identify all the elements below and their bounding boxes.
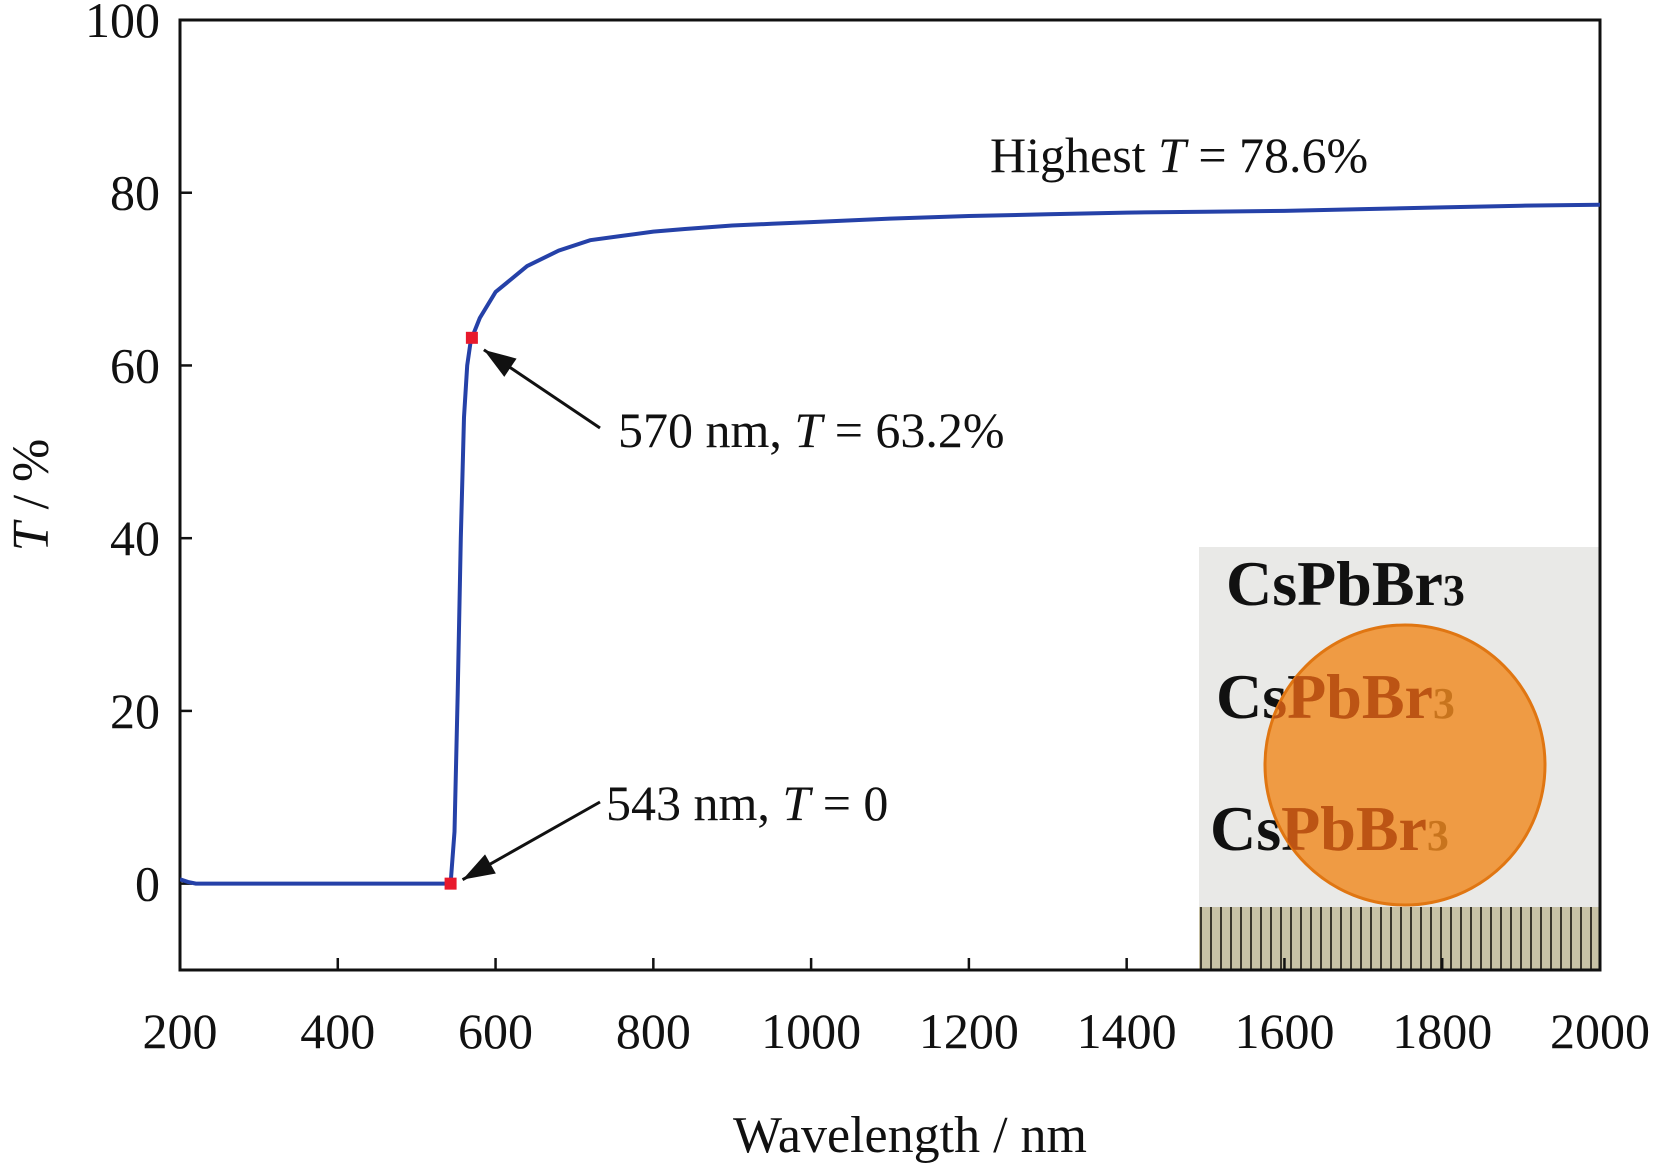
x-axis: 200 400 600 800 1000 1200 1400 1600 1800 2000 <box>143 958 1650 1059</box>
inset-label-1: CsPbBr3 <box>1226 548 1465 619</box>
marker-point-1 <box>465 331 478 344</box>
ruler-strip <box>1199 907 1600 969</box>
x-tick-label-800: 800 <box>616 1003 691 1059</box>
x-tick-label-2000: 2000 <box>1550 1003 1650 1059</box>
x-tick-label-1000: 1000 <box>761 1003 861 1059</box>
arrow-543nm-head <box>462 854 496 880</box>
inset-photo: CsPbBr3 CsPbBr3 CsPbBr3 CsPbBr CsPbBr <box>1199 547 1600 969</box>
annotation-highest-t: Highest T = 78.6% <box>990 127 1368 183</box>
x-tick-label-1400: 1400 <box>1077 1003 1177 1059</box>
arrow-570nm-head <box>483 349 517 377</box>
y-axis-title: T / % <box>3 439 60 552</box>
y-tick-label-40: 40 <box>110 510 160 566</box>
annotation-543nm: 543 nm, T = 0 <box>606 775 888 831</box>
annotation-570nm: 570 nm, T = 63.2% <box>618 402 1005 458</box>
y-tick-label-80: 80 <box>110 165 160 221</box>
y-tick-label-20: 20 <box>110 683 160 739</box>
x-tick-label-200: 200 <box>143 1003 218 1059</box>
x-tick-label-600: 600 <box>458 1003 533 1059</box>
annotation-arrows <box>461 348 601 881</box>
x-tick-label-1600: 1600 <box>1234 1003 1334 1059</box>
x-axis-title: Wavelength / nm <box>733 1107 1087 1164</box>
x-tick-label-1800: 1800 <box>1392 1003 1492 1059</box>
x-tick-label-400: 400 <box>300 1003 375 1059</box>
y-tick-label-60: 60 <box>110 337 160 393</box>
marker-point-0 <box>444 877 457 890</box>
marker-group <box>444 331 478 890</box>
y-tick-label-0: 0 <box>135 856 160 912</box>
y-tick-label-100: 100 <box>85 0 160 48</box>
plot-frame <box>178 18 1602 972</box>
y-axis: 0 20 40 60 80 100 <box>85 0 192 912</box>
orange-disc <box>1263 623 1547 907</box>
x-tick-label-1200: 1200 <box>919 1003 1019 1059</box>
